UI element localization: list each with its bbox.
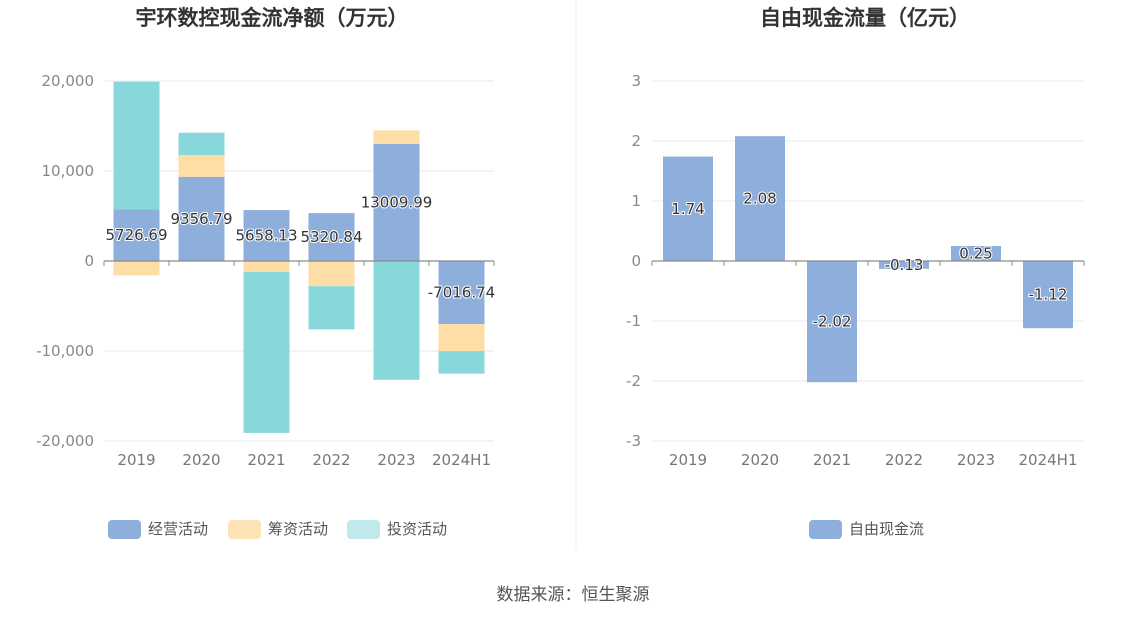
x-tick-label: 2019 bbox=[117, 451, 155, 469]
y-tick-label: -3 bbox=[626, 432, 641, 450]
data-label: 5320.84 bbox=[300, 228, 362, 246]
bar-segment bbox=[308, 286, 355, 330]
bar bbox=[663, 156, 713, 261]
legend-label: 筹资活动 bbox=[268, 520, 328, 538]
chart-title: 自由现金流量（亿元） bbox=[760, 6, 970, 30]
data-label: -1.12 bbox=[1029, 286, 1068, 304]
bar-segment bbox=[243, 261, 290, 272]
chart-title: 宇环数控现金流净额（万元） bbox=[136, 6, 409, 30]
bar-segment bbox=[178, 132, 225, 156]
data-label: -0.13 bbox=[885, 256, 924, 274]
bar-segment bbox=[438, 351, 485, 374]
data-label: 0.25 bbox=[959, 245, 992, 263]
legend-swatch bbox=[108, 520, 141, 539]
x-tick-label: 2021 bbox=[813, 451, 851, 469]
bar bbox=[951, 246, 1001, 261]
bar bbox=[1023, 261, 1073, 329]
data-label: 9356.79 bbox=[170, 210, 232, 228]
data-source: 数据来源：恒生聚源 bbox=[497, 585, 650, 605]
bar bbox=[807, 261, 857, 383]
x-tick-label: 2022 bbox=[885, 451, 923, 469]
x-tick-label: 2019 bbox=[669, 451, 707, 469]
x-tick-label: 2023 bbox=[957, 451, 995, 469]
x-tick-label: 2022 bbox=[312, 451, 350, 469]
data-label: 1.74 bbox=[671, 200, 704, 218]
y-tick-label: -20,000 bbox=[36, 432, 94, 450]
bar-segment bbox=[373, 261, 420, 380]
bar-segment bbox=[113, 261, 160, 276]
data-label: 2.08 bbox=[743, 190, 776, 208]
bar-segment bbox=[178, 176, 225, 261]
x-tick-label: 2020 bbox=[182, 451, 220, 469]
y-tick-label: 0 bbox=[84, 252, 94, 270]
data-label: 5726.69 bbox=[105, 226, 167, 244]
bar-segment bbox=[243, 210, 290, 261]
data-label: -2.02 bbox=[813, 313, 852, 331]
y-tick-label: 20,000 bbox=[42, 72, 95, 90]
data-label: 5658.13 bbox=[235, 227, 297, 245]
y-tick-label: 3 bbox=[631, 72, 641, 90]
data-label: 13009.99 bbox=[361, 193, 433, 211]
bar-segment bbox=[438, 261, 485, 325]
legend-swatch bbox=[228, 520, 261, 539]
legend-label: 投资活动 bbox=[387, 520, 447, 538]
x-tick-label: 2023 bbox=[377, 451, 415, 469]
bar-segment bbox=[113, 81, 160, 210]
legend-label: 自由现金流 bbox=[849, 520, 924, 538]
x-tick-label: 2024H1 bbox=[432, 451, 491, 469]
legend-swatch bbox=[809, 520, 842, 539]
legend-swatch bbox=[347, 520, 380, 539]
y-tick-label: -1 bbox=[626, 312, 641, 330]
x-tick-label: 2021 bbox=[247, 451, 285, 469]
bar-segment bbox=[373, 143, 420, 261]
bar bbox=[735, 136, 785, 261]
y-tick-label: -2 bbox=[626, 372, 641, 390]
bar-segment bbox=[113, 209, 160, 261]
y-tick-label: -10,000 bbox=[36, 342, 94, 360]
cash-flow-net-chart: 宇环数控现金流净额（万元） 20,000 10,000 0 -10,000 -20,000… bbox=[36, 6, 496, 539]
bar-segment bbox=[438, 324, 485, 352]
y-tick-label: 1 bbox=[631, 192, 641, 210]
y-tick-label: 10,000 bbox=[42, 162, 95, 180]
bar bbox=[879, 261, 929, 269]
free-cash-flow-chart: 自由现金流量（亿元） 3 2 1 0 -1 -2 -3 1.74 2.08 -2.02 -0.13 0.… bbox=[626, 6, 1085, 539]
bar-segment bbox=[373, 130, 420, 144]
y-tick-label: 0 bbox=[631, 252, 641, 270]
y-tick-label: 2 bbox=[631, 132, 641, 150]
x-tick-label: 2024H1 bbox=[1019, 451, 1078, 469]
bar-segment bbox=[308, 213, 355, 261]
data-label: -7016.74 bbox=[428, 284, 495, 302]
bar-segment bbox=[308, 261, 355, 287]
x-tick-label: 2020 bbox=[741, 451, 779, 469]
legend-label: 经营活动 bbox=[148, 520, 208, 538]
bar-segment bbox=[243, 271, 290, 433]
bar-segment bbox=[178, 155, 225, 177]
